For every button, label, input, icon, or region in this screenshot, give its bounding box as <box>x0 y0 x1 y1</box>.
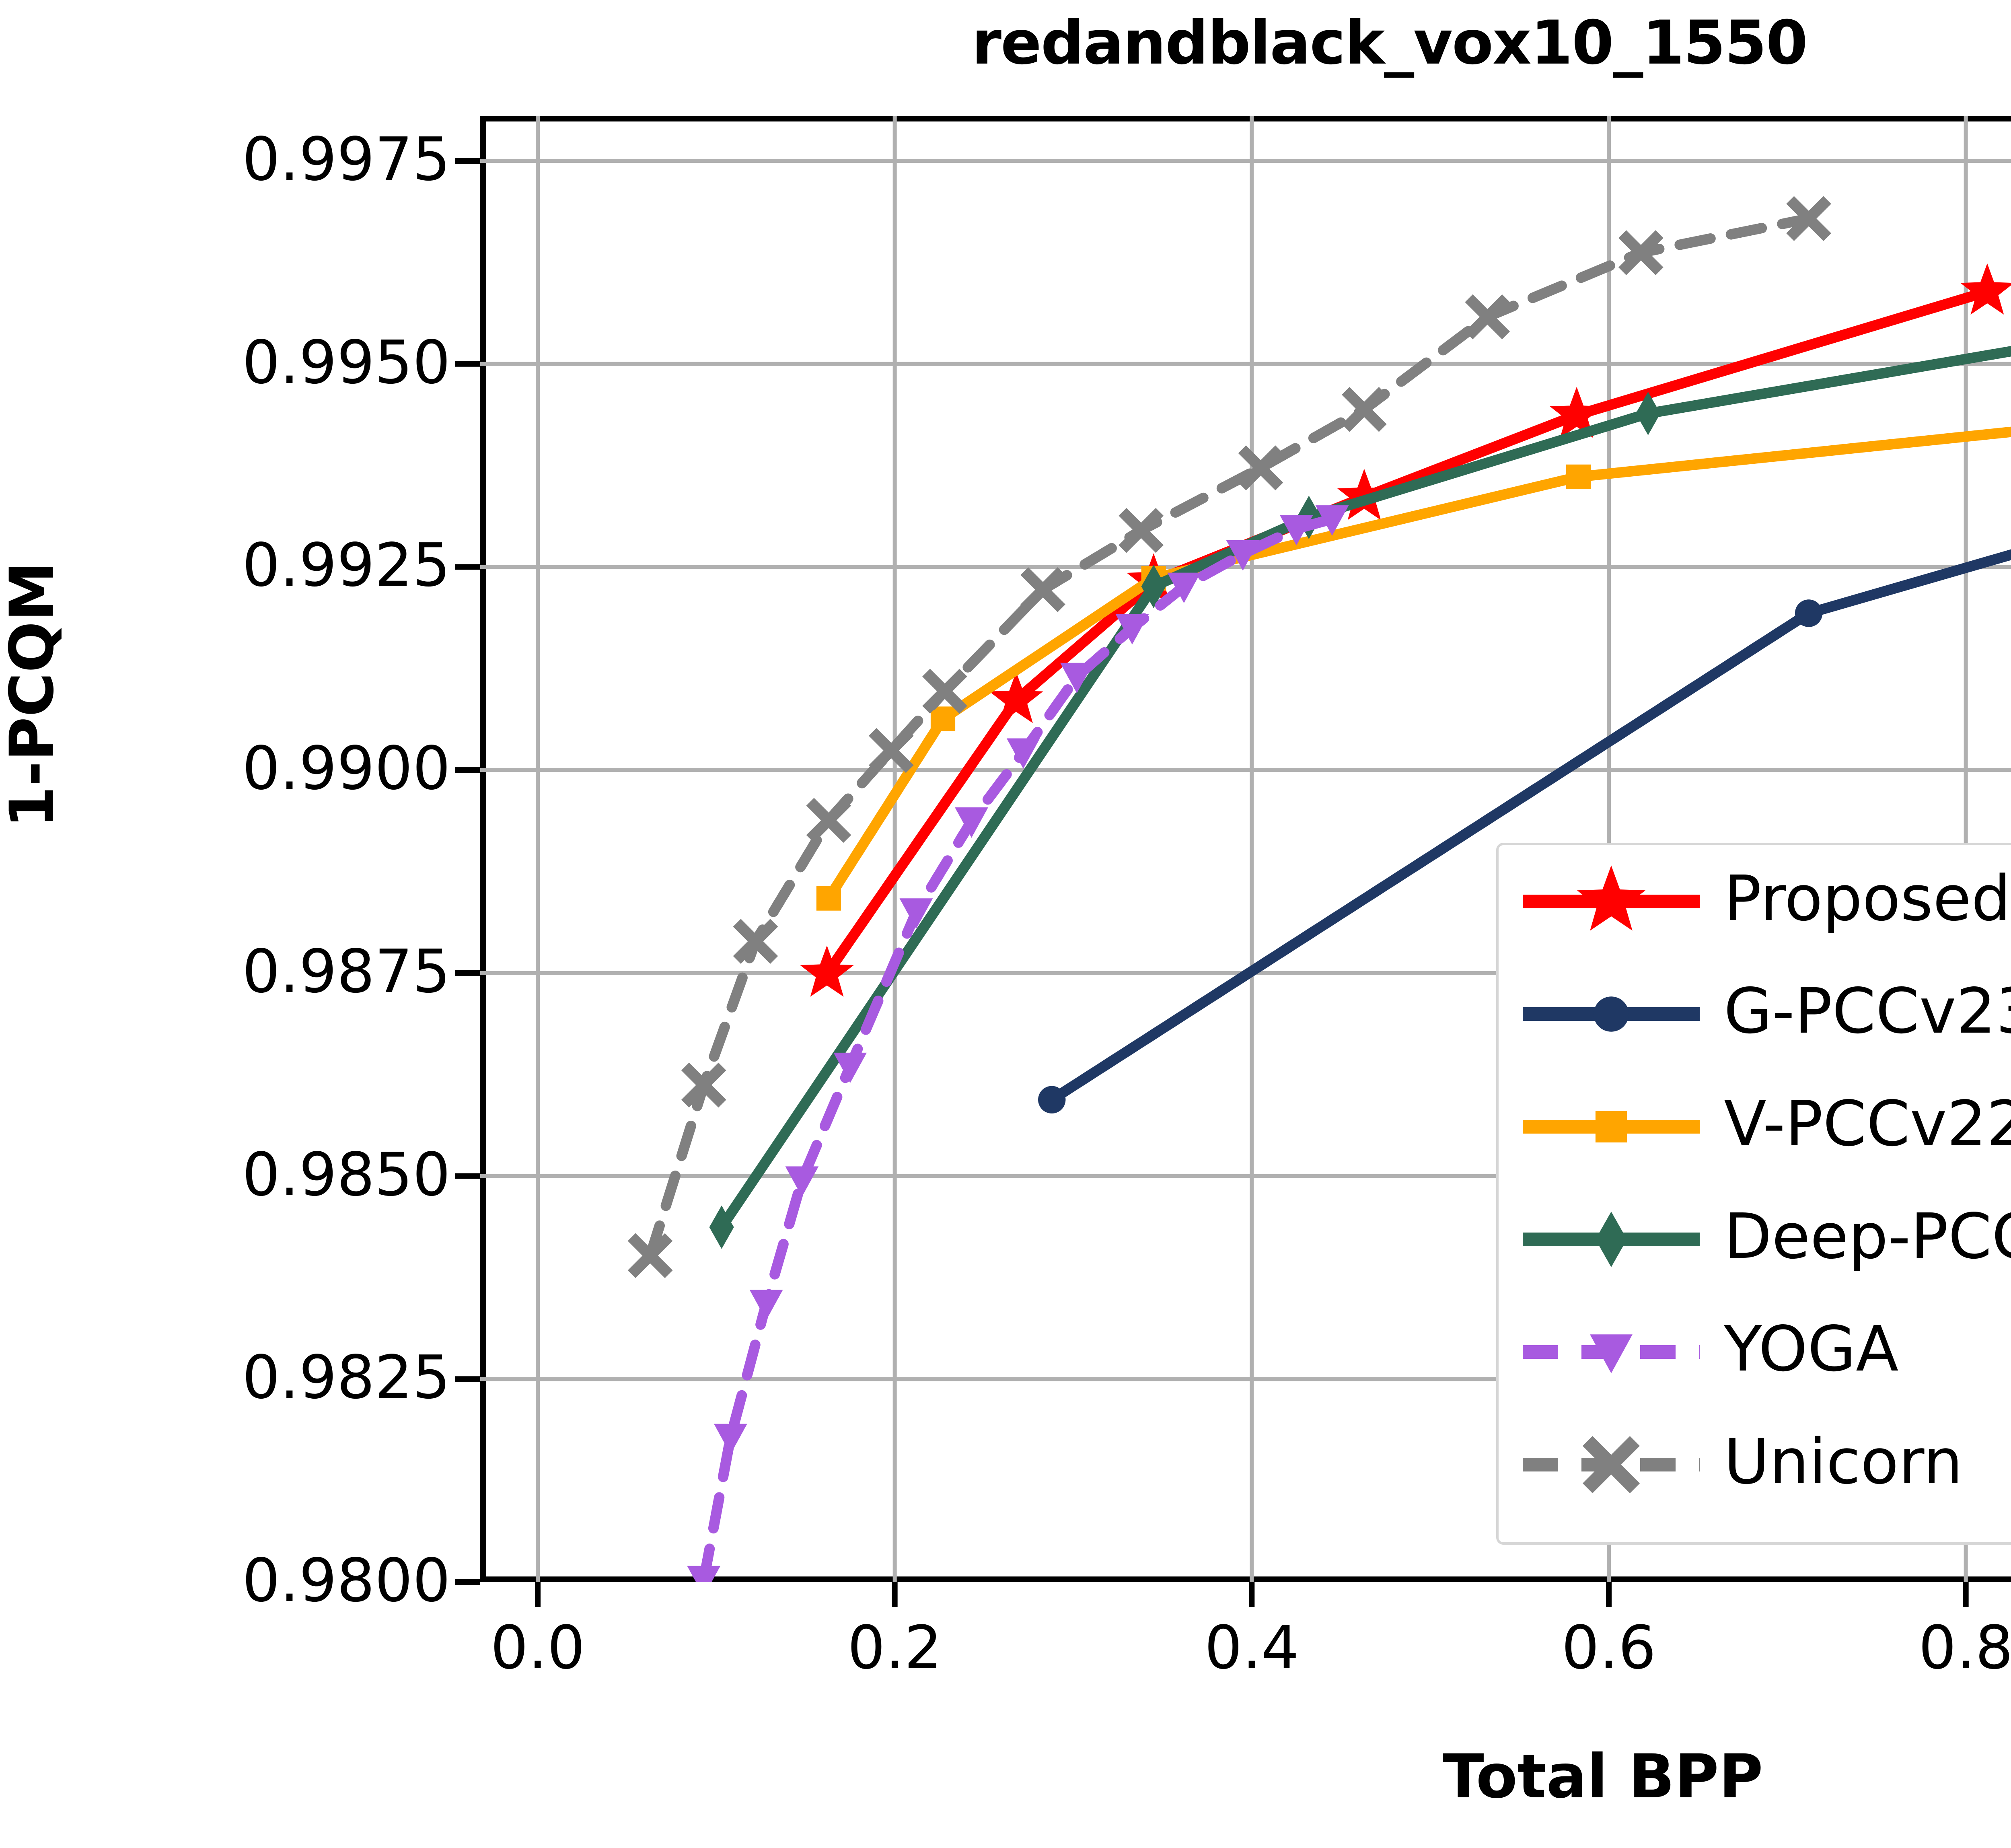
y-tick-label: 0.9975 <box>242 125 450 194</box>
legend: Proposed (MEGA-PCC) G-PCCv23 V-PCCv22 Deep-… <box>1496 843 2011 1545</box>
x-axis-label: Total BPP <box>1443 1742 1763 1812</box>
y-tick-label: 0.9825 <box>242 1343 450 1412</box>
x-tick-label: 0.4 <box>1204 1613 1300 1682</box>
legend-marker-diamond-icon <box>1523 1212 1700 1267</box>
plot-series-layer <box>480 116 2011 1582</box>
legend-marker-circle-icon <box>1523 996 1700 1032</box>
x-tick-label: 0.0 <box>490 1613 585 1682</box>
legend-item-5[interactable]: YOGA <box>1499 1296 2011 1408</box>
page-title: redandblack_vox10_1550 <box>972 8 1808 78</box>
series-5 <box>687 505 1349 1582</box>
legend-item-4[interactable]: Deep-PCC <box>1499 1183 2011 1296</box>
legend-item-label: V-PCCv22 <box>1724 1087 2011 1160</box>
x-tick-label: 0.8 <box>1918 1613 2011 1682</box>
y-tick-label: 0.9950 <box>242 327 450 397</box>
y-tick-label: 0.9900 <box>242 734 450 803</box>
legend-item-6[interactable]: Unicorn <box>1499 1408 2011 1521</box>
legend-item-label: Proposed (MEGA-PCC) <box>1724 862 2011 935</box>
legend-marker-star-icon <box>1523 865 1700 931</box>
legend-item-label: YOGA <box>1724 1312 1899 1385</box>
legend-item-2[interactable]: G-PCCv23 <box>1499 958 2011 1070</box>
y-tick-label: 0.9925 <box>242 531 450 600</box>
legend-item-label: G-PCCv23 <box>1724 974 2011 1047</box>
series-2 <box>1038 549 2011 1113</box>
legend-marker-triangle-down-icon <box>1523 1334 1700 1373</box>
series-3 <box>816 426 2011 911</box>
y-axis-label: 1-PCQM <box>0 561 67 828</box>
legend-item-1[interactable]: Proposed (MEGA-PCC) <box>1499 845 2011 958</box>
x-tick-label: 0.6 <box>1561 1613 1656 1682</box>
legend-item-label: Deep-PCC <box>1724 1200 2011 1273</box>
y-tick-label: 0.9875 <box>242 936 450 1006</box>
series-6 <box>627 196 1831 1278</box>
legend-item-label: Unicorn <box>1724 1425 1963 1498</box>
legend-item-3[interactable]: V-PCCv22 <box>1499 1070 2011 1183</box>
y-tick-label: 0.9800 <box>242 1546 450 1615</box>
legend-marker-x-icon <box>1523 1436 1700 1494</box>
x-tick-label: 0.2 <box>847 1613 942 1682</box>
legend-marker-square-icon <box>1523 1111 1700 1143</box>
y-tick-label: 0.9850 <box>242 1140 450 1209</box>
